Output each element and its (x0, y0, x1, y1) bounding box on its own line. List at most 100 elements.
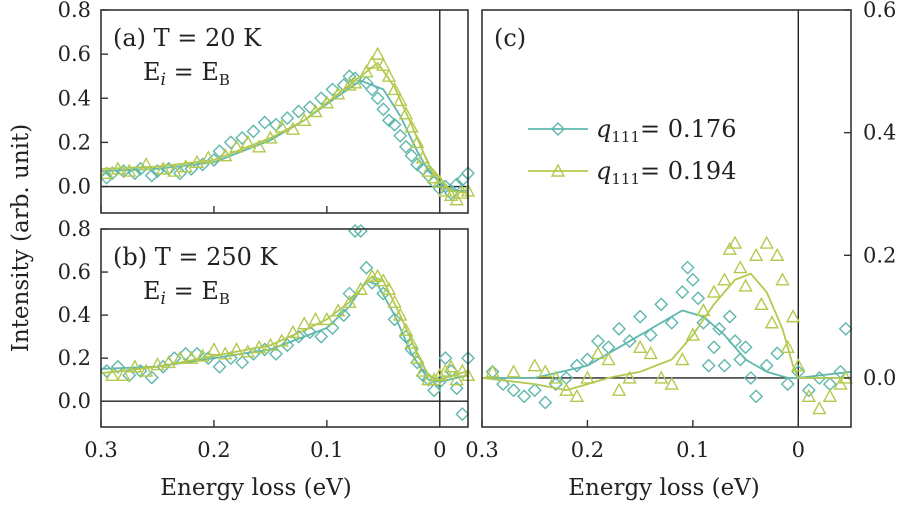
data-point (297, 112, 312, 127)
data-point (770, 346, 785, 361)
data-point (443, 359, 459, 373)
data-point (748, 247, 764, 261)
data-point (685, 272, 700, 287)
data-point (410, 134, 425, 149)
y-tick-label: 0.6 (58, 260, 91, 284)
panel-b: 0.0 0.2 0.4 0.6 0.8 0.3 0.2 0.1 0 (b) T = 250 K Ei… (58, 217, 476, 462)
y-tick-label: 0.4 (58, 303, 91, 327)
data-point (347, 75, 363, 89)
data-point (432, 367, 447, 382)
data-point (780, 377, 795, 392)
data-point (398, 139, 413, 154)
data-point (201, 150, 216, 164)
data-point (393, 128, 408, 143)
data-point (449, 192, 464, 206)
data-point (240, 344, 255, 358)
data-point (780, 339, 795, 353)
data-point (144, 370, 159, 385)
data-point (680, 260, 695, 275)
data-point (421, 163, 436, 177)
panel-label: (a) T = 20 K (113, 24, 262, 52)
data-point (99, 364, 114, 379)
data-point (336, 308, 351, 323)
data-point (398, 322, 414, 336)
data-point (364, 55, 380, 69)
data-point (167, 163, 182, 177)
data-point (342, 294, 357, 308)
data-point (455, 185, 470, 199)
data-point (381, 113, 396, 128)
data-point (178, 159, 193, 173)
data-point (218, 148, 233, 162)
data-point (449, 381, 464, 396)
x-axis-label-right: Energy loss (eV) (568, 475, 760, 501)
data-point (229, 342, 244, 356)
data-point (580, 352, 595, 367)
data-point (105, 367, 120, 382)
data-point (791, 358, 806, 372)
data-point (675, 352, 690, 366)
data-point (342, 286, 357, 301)
data-point (370, 46, 385, 60)
data-point (717, 358, 732, 373)
data-point (381, 281, 397, 295)
y-tick-label: 0.2 (863, 243, 896, 267)
data-point (801, 388, 817, 403)
data-point (393, 307, 408, 321)
data-point (590, 345, 606, 360)
data-point (325, 82, 340, 97)
incident-energy-condition: Ei = EB (143, 58, 230, 90)
data-point (319, 95, 335, 109)
data-point (654, 297, 669, 312)
data-point (330, 86, 346, 100)
x-tick-label: 0.2 (197, 438, 230, 462)
data-point (122, 163, 137, 177)
data-point (150, 357, 165, 371)
x-tick-label: 0.3 (465, 438, 498, 462)
panel-c: 0.00.20.40.60.3 0.2 0.1 0(c)q111= 0.176q111… (465, 0, 896, 462)
data-point (611, 382, 627, 396)
data-point (485, 364, 500, 379)
data-point (728, 334, 743, 349)
data-point (812, 401, 827, 415)
data-point (696, 315, 711, 330)
data-point (706, 340, 721, 355)
data-point (664, 376, 679, 390)
data-point (223, 135, 238, 150)
y-tick-label: 0.2 (58, 130, 91, 154)
data-point (706, 284, 722, 298)
data-point (138, 156, 154, 171)
data-point (754, 296, 769, 311)
data-point (376, 286, 391, 301)
data-point (759, 358, 774, 373)
data-point (116, 367, 131, 382)
x-tick-label: 0.2 (571, 438, 604, 462)
y-tick-label: 0.0 (58, 175, 91, 199)
data-point (701, 358, 716, 373)
data-point (633, 309, 648, 324)
x-tick-label: 0.1 (676, 438, 709, 462)
data-point (455, 363, 470, 377)
data-point (398, 106, 414, 120)
data-point (733, 352, 748, 367)
data-point (415, 150, 431, 164)
data-point (775, 272, 790, 286)
data-point (161, 354, 176, 369)
data-point (138, 363, 154, 377)
series-teal (482, 260, 853, 410)
data-point (548, 377, 563, 392)
plot-frame (481, 9, 852, 428)
legend-marker (550, 163, 566, 177)
data-point (415, 363, 431, 377)
data-point (155, 161, 171, 175)
data-point (485, 364, 500, 378)
data-point (387, 312, 402, 327)
data-point (381, 68, 397, 82)
data-point (404, 335, 419, 349)
data-point (770, 247, 785, 261)
data-point (280, 338, 295, 353)
data-point (189, 154, 205, 168)
data-point (722, 309, 737, 324)
data-point (527, 383, 542, 398)
data-point (691, 291, 706, 306)
